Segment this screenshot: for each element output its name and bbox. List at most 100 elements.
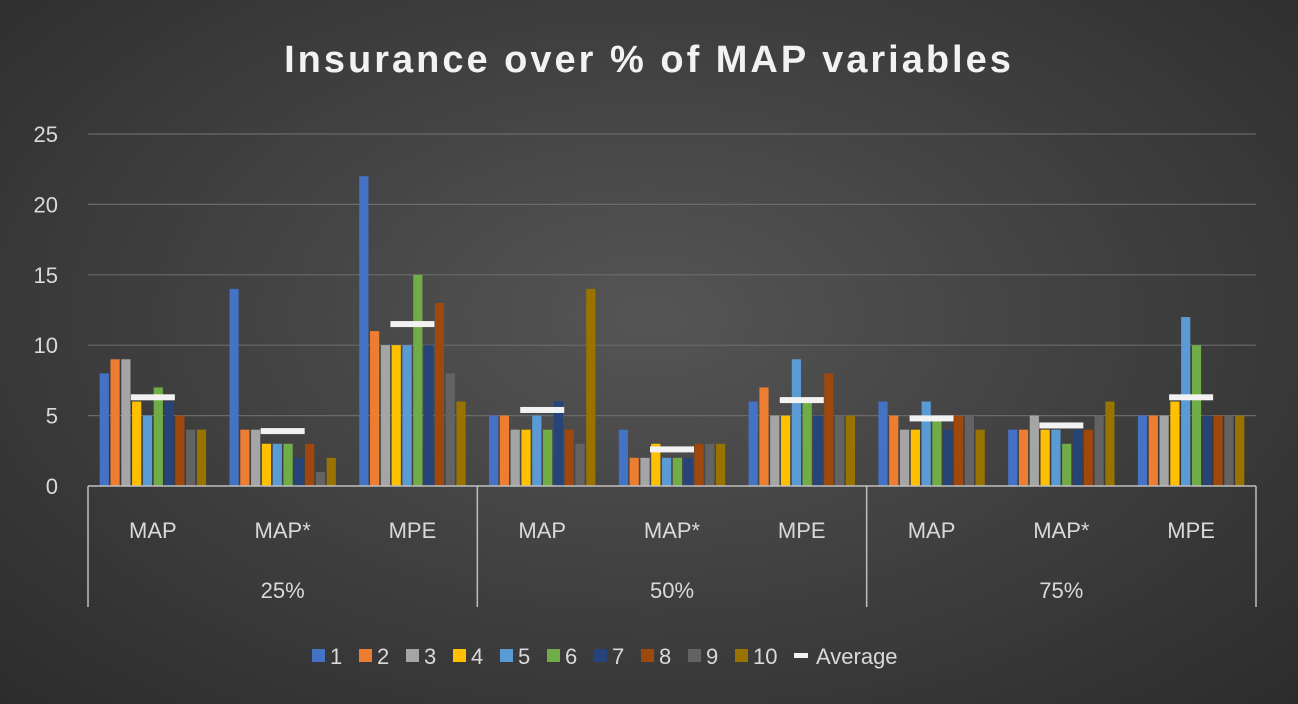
- bar-series-4: [910, 429, 920, 486]
- bar-series-7: [813, 415, 823, 486]
- bar-series-8: [824, 373, 834, 486]
- x-category-label: MAP*: [1033, 518, 1090, 543]
- bars: [99, 176, 1245, 487]
- bar-series-6: [543, 429, 553, 486]
- legend-label: 6: [565, 644, 577, 669]
- x-category-label: MAP: [518, 518, 566, 543]
- bar-series-3: [121, 359, 131, 486]
- legend-swatch-8: [641, 649, 654, 662]
- bar-series-4: [261, 443, 272, 486]
- bar-series-5: [1051, 429, 1061, 486]
- chart-title: Insurance over % of MAP variables: [284, 39, 1014, 81]
- bar-series-1: [99, 373, 109, 486]
- y-tick-label: 20: [34, 192, 58, 217]
- average-markers: [130, 321, 1214, 453]
- bar-series-6: [1062, 443, 1072, 486]
- bar-series-2: [1148, 415, 1158, 486]
- bar-series-3: [1029, 415, 1039, 486]
- bar-series-5: [662, 457, 672, 486]
- bar-series-1: [878, 401, 888, 486]
- bar-series-4: [780, 415, 791, 486]
- bar-series-2: [110, 359, 120, 486]
- bar-series-4: [391, 345, 401, 486]
- x-group-label: 25%: [261, 578, 305, 603]
- bar-series-9: [964, 415, 974, 486]
- average-marker: [520, 406, 565, 413]
- bar-series-3: [640, 457, 650, 486]
- bar-series-7: [424, 345, 434, 486]
- legend-label: 5: [518, 644, 530, 669]
- legend-label: 2: [377, 644, 389, 669]
- average-marker: [650, 446, 694, 453]
- legend-label: 1: [330, 644, 342, 669]
- x-category-label: MPE: [1167, 518, 1215, 543]
- bar-series-6: [672, 457, 682, 486]
- bar-series-7: [943, 429, 953, 486]
- bar-series-1: [748, 401, 758, 486]
- legend-swatch-3: [406, 649, 419, 662]
- bar-series-5: [1181, 317, 1191, 486]
- bar-series-10: [975, 429, 985, 486]
- bar-series-6: [802, 401, 812, 486]
- bar-series-4: [651, 443, 661, 486]
- bar-series-7: [1072, 429, 1083, 486]
- x-category-label: MPE: [389, 518, 437, 543]
- y-axis-ticks: 0 5 10 15 20 25: [34, 122, 58, 499]
- bar-series-1: [359, 176, 369, 487]
- bar-series-7: [294, 457, 304, 486]
- bar-series-6: [1191, 345, 1202, 486]
- bar-series-5: [791, 359, 801, 486]
- bar-series-2: [1018, 429, 1029, 486]
- bar-series-1: [1008, 429, 1018, 486]
- average-marker: [1039, 422, 1084, 429]
- bar-series-9: [575, 443, 585, 486]
- bar-series-2: [629, 457, 639, 486]
- bar-series-7: [164, 401, 174, 486]
- bar-series-2: [240, 429, 250, 486]
- bar-series-10: [586, 288, 596, 486]
- legend-swatch-6: [547, 649, 560, 662]
- bar-series-9: [1094, 415, 1104, 486]
- bar-series-3: [251, 429, 261, 486]
- bar-series-8: [953, 415, 964, 486]
- bar-series-8: [175, 415, 185, 486]
- bar-series-3: [770, 415, 780, 486]
- bar-series-8: [1083, 429, 1093, 486]
- bar-series-4: [1040, 429, 1050, 486]
- y-tick-label: 15: [34, 263, 58, 288]
- legend-swatch-7: [594, 649, 607, 662]
- bar-series-1: [489, 415, 499, 486]
- x-category-label: MPE: [778, 518, 826, 543]
- bar-series-2: [889, 415, 899, 486]
- bar-series-7: [553, 401, 564, 486]
- bar-series-10: [1105, 401, 1115, 486]
- legend-swatch-1: [312, 649, 325, 662]
- legend-label: 3: [424, 644, 436, 669]
- legend-label: Average: [816, 644, 898, 669]
- legend-label: 8: [659, 644, 671, 669]
- bar-series-1: [229, 288, 239, 486]
- bar-series-6: [413, 274, 423, 486]
- bar-series-7: [683, 457, 693, 486]
- legend: 1 2 3 4 5 6 7 8 9 10 Average: [312, 644, 898, 669]
- bar-series-9: [445, 373, 455, 486]
- gridlines: [88, 133, 1256, 417]
- average-marker: [390, 321, 435, 328]
- bar-series-2: [759, 387, 769, 486]
- bar-series-7: [1202, 415, 1212, 486]
- x-category-label: MAP: [908, 518, 956, 543]
- x-group-label: 50%: [650, 578, 694, 603]
- bar-series-6: [283, 443, 293, 486]
- bar-series-2: [499, 415, 510, 486]
- bar-series-3: [1159, 415, 1169, 486]
- bar-series-6: [153, 387, 163, 486]
- average-marker: [779, 397, 824, 404]
- bar-series-5: [272, 443, 282, 486]
- bar-series-9: [1224, 415, 1234, 486]
- bar-series-9: [315, 471, 326, 486]
- x-category-label: MAP: [129, 518, 177, 543]
- legend-swatch-9: [688, 649, 701, 662]
- legend-swatch-5: [500, 649, 513, 662]
